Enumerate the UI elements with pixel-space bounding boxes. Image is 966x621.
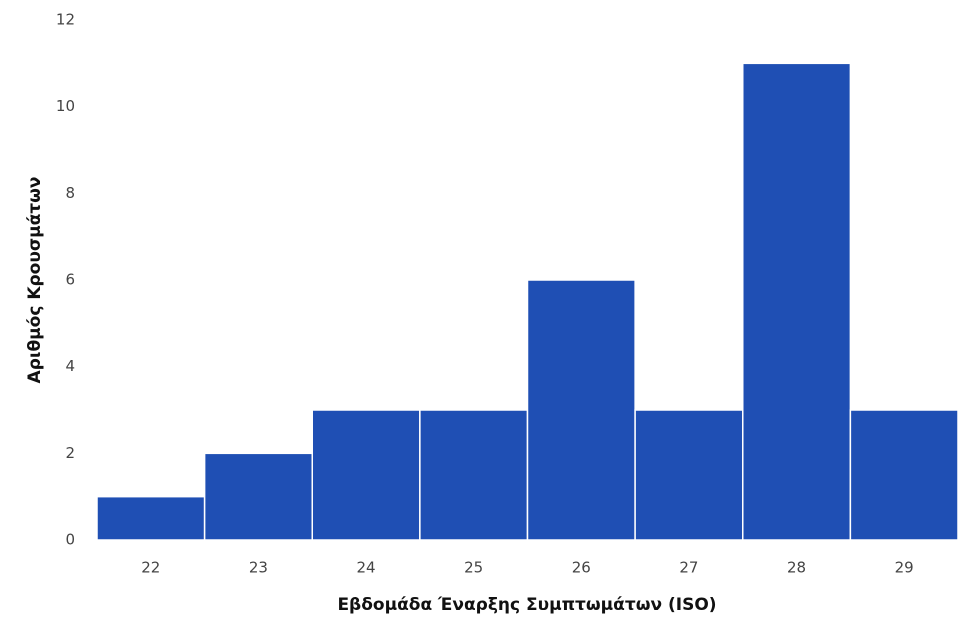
x-tick-label: 25 bbox=[464, 559, 483, 577]
x-tick-label: 27 bbox=[679, 559, 698, 577]
y-tick-label: 4 bbox=[65, 357, 75, 375]
x-tick-label: 23 bbox=[249, 559, 268, 577]
x-tick-label: 26 bbox=[572, 559, 591, 577]
bar bbox=[203, 452, 313, 541]
y-axis-title: Αριθμός Κρουσμάτων bbox=[25, 177, 45, 384]
y-tick-label: 12 bbox=[56, 11, 75, 29]
bar bbox=[634, 409, 744, 541]
bar bbox=[742, 62, 852, 541]
bar bbox=[419, 409, 529, 541]
bar bbox=[96, 495, 206, 541]
x-tick-label: 28 bbox=[787, 559, 806, 577]
x-tick-label: 24 bbox=[357, 559, 376, 577]
bar bbox=[849, 409, 959, 541]
x-tick-label: 29 bbox=[895, 559, 914, 577]
y-tick-label: 8 bbox=[65, 184, 75, 202]
y-tick-label: 10 bbox=[56, 97, 75, 115]
y-tick-label: 6 bbox=[65, 271, 75, 289]
bar bbox=[526, 279, 636, 541]
x-axis-title: Εβδομάδα Έναρξης Συμπτωμάτων (ISO) bbox=[337, 595, 716, 615]
bar bbox=[311, 409, 421, 541]
y-tick-label: 2 bbox=[65, 444, 75, 462]
x-tick-label: 22 bbox=[141, 559, 160, 577]
y-tick-label: 0 bbox=[65, 531, 75, 549]
